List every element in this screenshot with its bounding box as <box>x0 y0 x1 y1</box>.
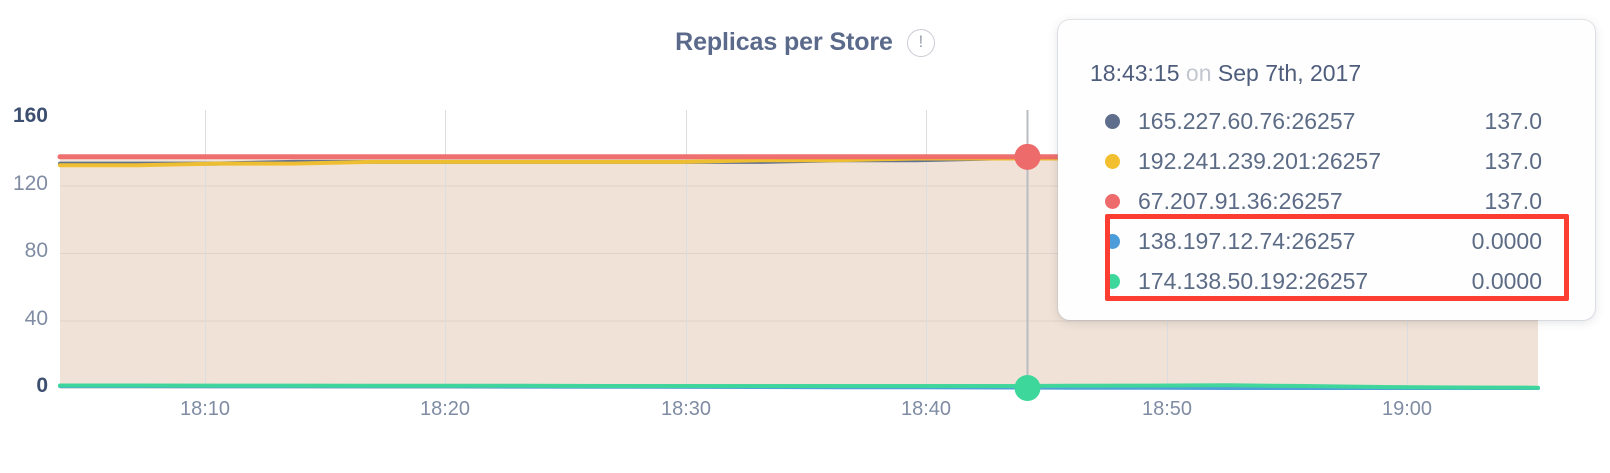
x-axis-tick-label: 18:30 <box>660 398 712 420</box>
hover-marker-green <box>1014 375 1041 401</box>
tooltip-series-row: 138.197.12.74:26257 0.0000 <box>1090 221 1563 261</box>
y-axis-tick-label: 40 <box>24 306 48 330</box>
x-axis-tick-label: 19:00 <box>1381 398 1433 420</box>
series-label: 192.241.239.201:26257 <box>1138 147 1382 174</box>
series-value: 0.0000 <box>1471 227 1542 254</box>
tooltip-series-row: 192.241.239.201:26257 137.0 <box>1090 141 1563 181</box>
series-value: 137.0 <box>1484 187 1542 214</box>
series-color-dot <box>1105 233 1120 249</box>
series-color-dot <box>1105 153 1120 169</box>
tooltip-series-row: 165.227.60.76:26257 137.0 <box>1090 101 1563 141</box>
tooltip-on-word: on <box>1185 60 1212 86</box>
y-axis-tick-label: 160 <box>12 104 48 127</box>
series-color-dot <box>1105 113 1120 129</box>
x-axis-tick-label: 18:40 <box>900 398 952 420</box>
hover-tooltip: 18:43:15 on Sep 7th, 2017 165.227.60.76:… <box>1058 20 1595 320</box>
x-axis-tick-label: 18:20 <box>419 398 471 420</box>
y-axis-tick-label: 0 <box>36 374 48 397</box>
series-label: 174.138.50.192:26257 <box>1138 267 1369 294</box>
series-value: 0.0000 <box>1471 267 1542 294</box>
series-value: 137.0 <box>1484 147 1542 174</box>
tooltip-timestamp: 18:43:15 on Sep 7th, 2017 <box>1090 60 1563 87</box>
hover-marker-red <box>1014 143 1041 170</box>
tooltip-time: 18:43:15 <box>1090 60 1180 86</box>
series-label: 165.227.60.76:26257 <box>1138 107 1356 134</box>
series-value: 137.0 <box>1484 107 1542 134</box>
series-label: 138.197.12.74:26257 <box>1138 227 1356 254</box>
series-color-dot <box>1105 193 1120 209</box>
tooltip-date: Sep 7th, 2017 <box>1217 60 1362 86</box>
tooltip-series-row: 174.138.50.192:26257 0.0000 <box>1090 261 1563 301</box>
x-axis-tick-label: 18:50 <box>1141 398 1193 420</box>
tooltip-series-row: 67.207.91.36:26257 137.0 <box>1090 181 1563 221</box>
series-line <box>58 383 1540 390</box>
tooltip-series-list: 165.227.60.76:26257 137.0 192.241.239.201:… <box>1090 101 1563 301</box>
x-axis-tick-label: 18:10 <box>179 398 231 420</box>
y-axis-tick-label: 80 <box>24 239 48 262</box>
series-label: 67.207.91.36:26257 <box>1138 187 1343 214</box>
series-color-dot <box>1105 273 1120 289</box>
y-axis-tick-label: 120 <box>12 171 48 195</box>
